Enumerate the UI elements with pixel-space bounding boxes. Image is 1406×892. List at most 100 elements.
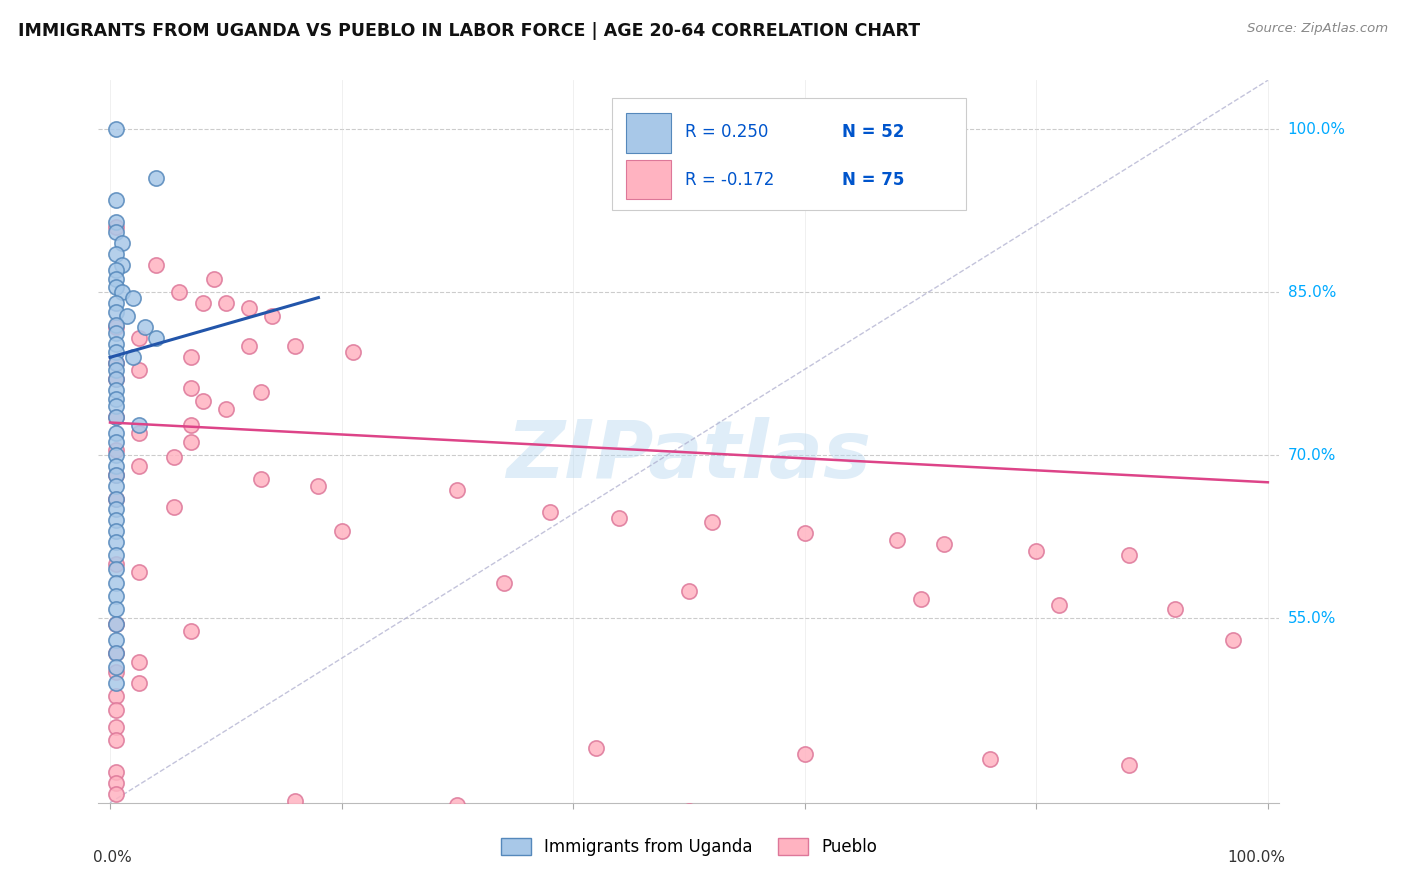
- Point: [104, 458, 127, 473]
- Point: [104, 435, 127, 450]
- Point: [104, 837, 127, 851]
- Point: [104, 372, 127, 386]
- Point: [104, 665, 127, 680]
- FancyBboxPatch shape: [612, 98, 966, 211]
- Point: [1164, 602, 1187, 616]
- Text: 55.0%: 55.0%: [1288, 611, 1336, 625]
- Point: [104, 318, 127, 332]
- Point: [249, 472, 271, 486]
- Point: [793, 747, 815, 761]
- Point: [104, 345, 127, 359]
- Point: [128, 363, 150, 377]
- Point: [128, 331, 150, 345]
- FancyBboxPatch shape: [626, 112, 671, 153]
- Point: [180, 435, 202, 450]
- Point: [585, 741, 607, 756]
- Point: [238, 301, 260, 316]
- Point: [104, 660, 127, 674]
- Point: [110, 236, 132, 251]
- Point: [104, 576, 127, 591]
- Point: [104, 535, 127, 549]
- Point: [284, 339, 307, 353]
- Point: [163, 500, 186, 515]
- Point: [104, 272, 127, 286]
- Point: [104, 410, 127, 425]
- Point: [104, 502, 127, 516]
- Point: [932, 537, 955, 551]
- Point: [238, 339, 260, 353]
- Point: [104, 426, 127, 441]
- Point: [249, 385, 271, 400]
- Point: [191, 393, 214, 408]
- Point: [110, 258, 132, 272]
- Point: [180, 624, 202, 639]
- Point: [104, 646, 127, 660]
- Point: [700, 516, 723, 530]
- Point: [128, 676, 150, 690]
- Point: [793, 526, 815, 541]
- Point: [330, 524, 353, 538]
- Text: 100.0%: 100.0%: [1227, 850, 1285, 864]
- Point: [104, 616, 127, 631]
- Point: [104, 279, 127, 293]
- Text: ZIPatlas: ZIPatlas: [506, 417, 872, 495]
- Text: Source: ZipAtlas.com: Source: ZipAtlas.com: [1247, 22, 1388, 36]
- Point: [284, 794, 307, 808]
- Point: [262, 309, 284, 323]
- Point: [886, 809, 908, 823]
- Point: [145, 331, 167, 345]
- Point: [886, 533, 908, 547]
- FancyBboxPatch shape: [626, 160, 671, 200]
- Point: [910, 591, 932, 606]
- Point: [104, 326, 127, 341]
- Point: [169, 285, 191, 300]
- Point: [678, 805, 700, 819]
- Point: [180, 381, 202, 395]
- Point: [104, 776, 127, 790]
- Point: [104, 214, 127, 228]
- Point: [104, 448, 127, 462]
- Point: [104, 491, 127, 506]
- Point: [104, 562, 127, 576]
- Point: [104, 467, 127, 482]
- Point: [492, 576, 515, 591]
- Point: [104, 478, 127, 492]
- Point: [202, 272, 225, 286]
- Text: 85.0%: 85.0%: [1288, 285, 1336, 300]
- Point: [1025, 543, 1047, 558]
- Point: [1049, 598, 1071, 612]
- Point: [104, 703, 127, 717]
- Point: [104, 399, 127, 413]
- Point: [104, 247, 127, 261]
- Point: [145, 258, 167, 272]
- Point: [134, 319, 156, 334]
- Point: [117, 309, 139, 323]
- Point: [104, 296, 127, 310]
- Point: [104, 646, 127, 660]
- Point: [128, 458, 150, 473]
- Point: [128, 426, 150, 441]
- Point: [122, 351, 145, 365]
- Point: [307, 478, 329, 492]
- Point: [104, 676, 127, 690]
- Point: [104, 372, 127, 386]
- Point: [104, 765, 127, 780]
- Point: [104, 356, 127, 370]
- Point: [979, 752, 1001, 766]
- Point: [104, 491, 127, 506]
- Point: [104, 467, 127, 482]
- Point: [104, 263, 127, 277]
- Point: [1071, 815, 1094, 830]
- Text: 0.0%: 0.0%: [93, 850, 131, 864]
- Point: [104, 616, 127, 631]
- Point: [104, 193, 127, 207]
- Point: [215, 296, 238, 310]
- Point: [446, 797, 468, 812]
- Point: [1222, 820, 1244, 834]
- Point: [104, 690, 127, 704]
- Point: [104, 548, 127, 562]
- Point: [163, 450, 186, 465]
- Text: R = -0.172: R = -0.172: [685, 171, 775, 189]
- Point: [128, 655, 150, 669]
- Point: [342, 345, 364, 359]
